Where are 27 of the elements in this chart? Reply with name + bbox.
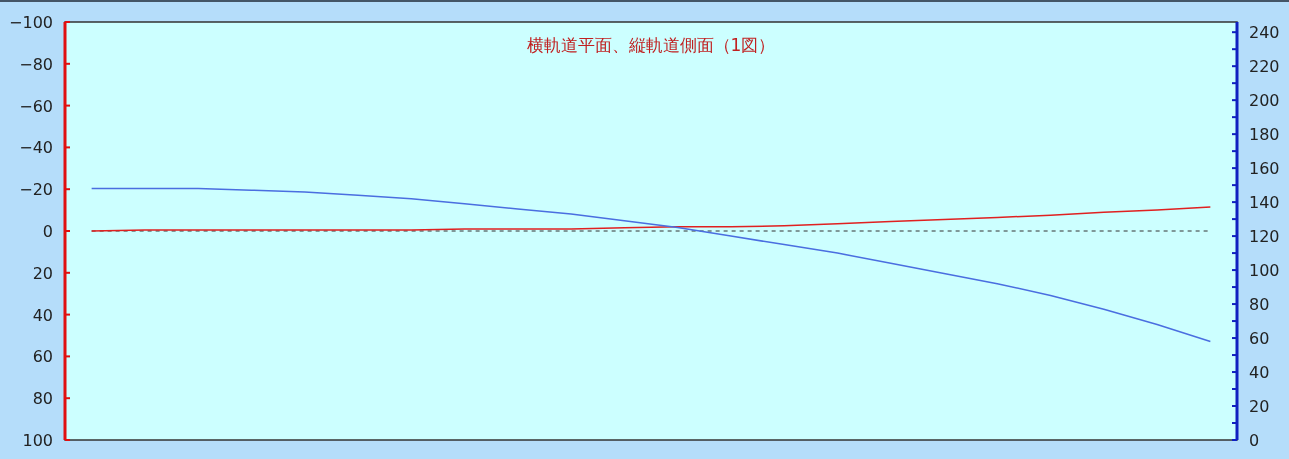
y2-tick-label: 100: [1249, 261, 1280, 281]
y-tick-label: 40: [32, 305, 53, 325]
y2-tick-label: 20: [1249, 397, 1270, 417]
y2-tick-label: 140: [1249, 193, 1280, 213]
y-tick-label: 20: [32, 263, 53, 283]
line-series: [90, 206, 1212, 232]
y2-tick-label: 200: [1249, 91, 1280, 111]
text: 横軌道平面、縦軌道側面（1図）: [526, 35, 776, 55]
y-tick-label: −40: [19, 138, 53, 158]
y2-tick-label: 240: [1249, 23, 1280, 43]
y2-tick-label: 160: [1249, 159, 1280, 179]
y2-tick-label: 220: [1249, 57, 1280, 77]
y-tick-label: 0: [42, 222, 53, 241]
y2-tick-label: 40: [1249, 363, 1270, 383]
y2-tick-label: 180: [1249, 125, 1280, 145]
y-tick-label: −100: [9, 13, 53, 32]
y-tick-label: 100: [22, 431, 53, 450]
y2-tick-label: 60: [1249, 329, 1270, 349]
y-tick-label: 80: [32, 389, 53, 409]
y-tick-label: 60: [32, 347, 53, 367]
y-tick-label: −20: [19, 180, 53, 200]
y-tick-label: −80: [19, 54, 53, 74]
y2-tick-label: 120: [1249, 227, 1280, 247]
line-series: [90, 187, 1212, 343]
y-tick-label: −60: [19, 96, 53, 116]
y2-tick-label: 0: [1249, 431, 1260, 450]
y2-tick-label: 80: [1249, 295, 1270, 315]
